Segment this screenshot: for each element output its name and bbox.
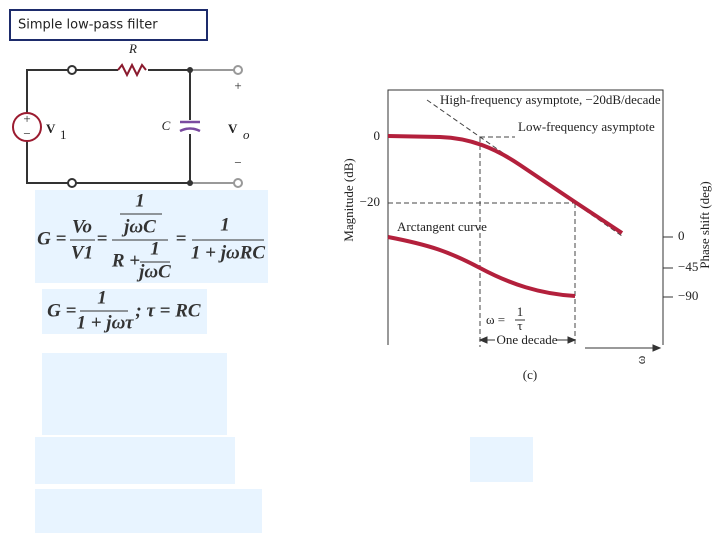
y2-axis-label: Phase shift (deg)	[697, 181, 712, 268]
title-box	[9, 9, 208, 41]
formula-part: 1	[135, 190, 145, 211]
blank-box	[42, 353, 227, 435]
out-plus: +	[234, 78, 241, 93]
label-bg	[495, 334, 557, 348]
blank-box	[35, 489, 262, 533]
mag-tick: 0	[374, 128, 381, 143]
formula-part: ; τ = RC	[135, 300, 201, 321]
source-minus: −	[23, 126, 30, 141]
formula-part: 1	[150, 238, 160, 259]
formula-eq: =	[176, 228, 187, 249]
formula-part: 1	[97, 287, 107, 308]
resistor-label: R	[128, 41, 137, 56]
source-sub: 1	[60, 127, 67, 142]
y-axis-label: Magnitude (dB)	[341, 158, 356, 241]
formula-box	[35, 190, 268, 283]
phase-tick: 0	[678, 228, 685, 243]
output-label: V	[228, 121, 238, 136]
mag-tick: −20	[360, 194, 380, 209]
corner-den: τ	[517, 318, 522, 333]
formula-part: jωC	[136, 261, 171, 282]
source-label: V	[46, 121, 56, 136]
phase-tick: −90	[678, 288, 698, 303]
phase-tick: −45	[678, 259, 698, 274]
capacitor-label: C	[162, 118, 171, 133]
out-minus: −	[234, 155, 241, 170]
formula-part: Vo	[72, 216, 92, 237]
blank-box	[470, 437, 533, 482]
blank-box	[35, 437, 235, 484]
formula-part: jωC	[121, 216, 156, 237]
output-sub: o	[243, 127, 250, 142]
corner-num: 1	[517, 304, 524, 319]
formula-part: 1 + jωRC	[191, 242, 266, 263]
source-plus: +	[23, 111, 30, 126]
formula-part: 1 + jωτ	[76, 312, 134, 333]
high-asymptote-label: High-frequency asymptote, −20dB/decade	[440, 92, 661, 107]
circuit	[12, 62, 243, 188]
bode-plot	[387, 89, 673, 352]
formula-lhs: G	[47, 300, 61, 321]
formula-eq: =	[56, 228, 67, 249]
title: Simple low-pass filter	[18, 18, 158, 33]
formula-part: V1	[71, 242, 93, 263]
arctangent-label: Arctangent curve	[397, 219, 487, 234]
formula-part: 1	[220, 214, 230, 235]
decade-label: One decade	[497, 332, 558, 347]
corner-label: ω =	[486, 312, 505, 327]
caption: (c)	[523, 367, 537, 382]
formula-eq: =	[66, 300, 77, 321]
x-axis-label: ω	[633, 355, 648, 364]
formula-part: R +	[111, 250, 140, 271]
formula-lhs: G	[37, 228, 51, 249]
formula-eq: =	[97, 228, 108, 249]
low-asymptote-label: Low-frequency asymptote	[518, 119, 655, 134]
